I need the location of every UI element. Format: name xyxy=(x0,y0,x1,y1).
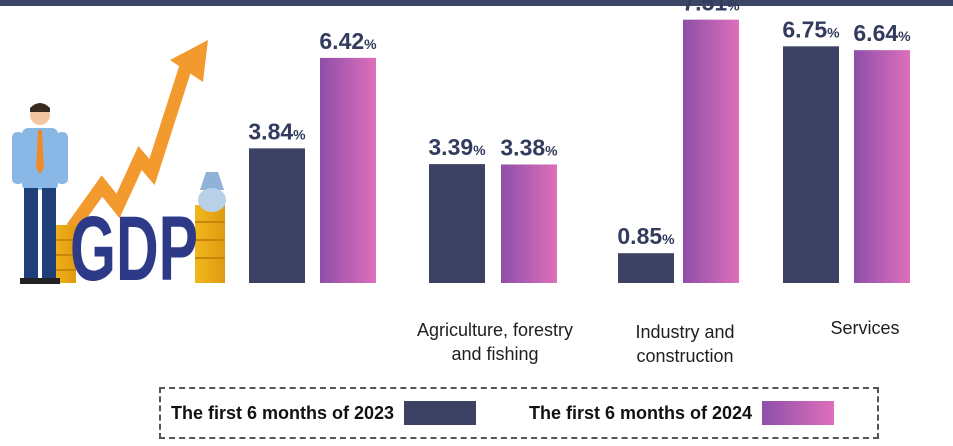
legend-label-2023: The first 6 months of 2023 xyxy=(171,402,395,423)
bar-2024-0 xyxy=(320,57,376,283)
value-label-2023-2: 0.85% xyxy=(617,223,675,249)
legend-swatch-2023 xyxy=(404,401,477,425)
value-label-2023-1: 3.39% xyxy=(428,134,486,160)
value-label-2023-3: 6.75% xyxy=(782,16,840,42)
category-label-services: Services xyxy=(800,316,930,340)
category-label-agriculture: Agriculture, forestry and fishing xyxy=(400,318,590,366)
bar-2023-0 xyxy=(249,148,305,283)
legend-label-2024: The first 6 months of 2024 xyxy=(529,402,753,423)
gdp-illustration: GDP xyxy=(12,40,226,300)
gdp-logo-text: GDP xyxy=(70,198,198,300)
bar-2023-2 xyxy=(618,253,674,283)
category-label-line: and fishing xyxy=(451,344,539,364)
legend: The first 6 months of 2023 The first 6 m… xyxy=(159,387,879,439)
legend-swatch-2024 xyxy=(762,401,835,425)
value-label-2024-2: 7.51% xyxy=(682,0,740,16)
category-label-line: Industry and xyxy=(635,322,735,342)
bar-2023-3 xyxy=(783,46,839,283)
bar-2024-1 xyxy=(501,164,557,283)
value-label-2024-0: 6.42% xyxy=(319,28,377,54)
category-label-line: Services xyxy=(830,318,900,338)
top-border xyxy=(0,0,953,6)
value-label-2024-3: 6.64% xyxy=(853,20,911,46)
bar-2024-2 xyxy=(683,19,739,283)
bar-2023-1 xyxy=(429,164,485,283)
businessman-icon xyxy=(12,103,68,284)
rising-arrow-icon xyxy=(66,40,208,232)
value-label-2024-1: 3.38% xyxy=(500,134,558,160)
legend-item-2024: The first 6 months of 2024 xyxy=(529,401,835,425)
legend-item-2023: The first 6 months of 2023 xyxy=(171,401,477,425)
coin-stack-icon xyxy=(50,205,225,283)
bar-2024-3 xyxy=(854,50,910,284)
value-label-2023-0: 3.84% xyxy=(248,118,306,144)
category-label-line: Agriculture, forestry xyxy=(416,320,574,340)
category-label-line: construction xyxy=(636,346,734,366)
bar-group xyxy=(249,19,910,284)
category-label-industry: Industry and construction xyxy=(600,320,770,368)
money-bag-icon xyxy=(198,172,226,212)
value-label-group: 3.84% 3.39% 0.85% 6.75% 6.42% 3.38% 7.51% 6.64% xyxy=(248,0,911,249)
